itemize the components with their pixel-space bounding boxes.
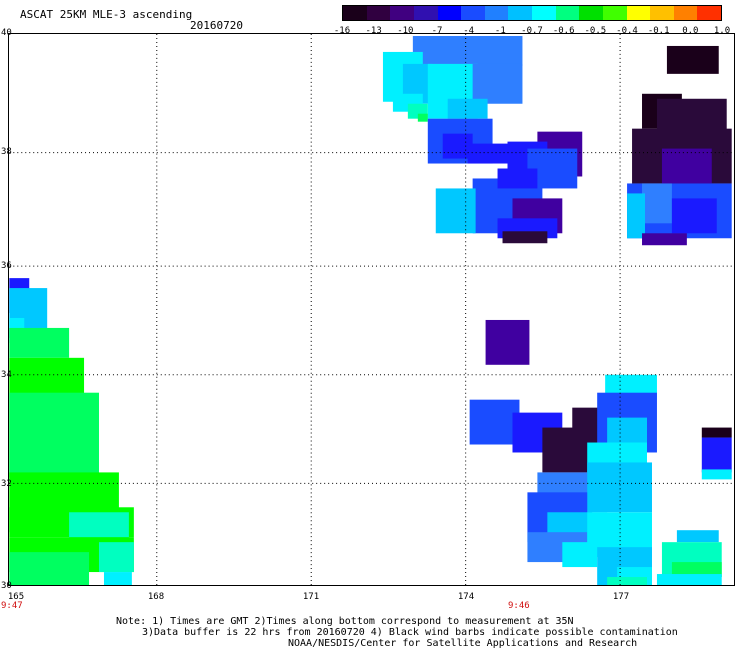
longitude-label: 171 (302, 592, 320, 602)
wind-cell (9, 327, 70, 358)
color-scale-label: -1 (494, 26, 506, 36)
longitude-label: 168 (147, 592, 165, 602)
color-scale-swatch (555, 6, 580, 20)
wind-cell (103, 572, 132, 585)
wind-cell (497, 168, 538, 189)
time-label-center: 9:46 (508, 601, 530, 611)
color-scale-label: -0.7 (521, 26, 543, 36)
wind-cell (627, 193, 646, 239)
color-scale-label: -0.4 (616, 26, 638, 36)
graticule-lines (9, 34, 734, 585)
wind-cell (671, 198, 717, 234)
color-scale-swatch (532, 6, 556, 20)
color-scale-swatch (697, 6, 721, 20)
color-scale-label: -0.6 (552, 26, 575, 36)
latitude-label: 32 (1, 479, 12, 489)
color-scale-label: -7 (431, 26, 443, 36)
product-date: 20160720 (190, 19, 243, 32)
color-scale-bar (342, 5, 722, 21)
wind-cell (676, 530, 719, 543)
wind-cell (587, 462, 652, 513)
wind-cell (701, 469, 732, 480)
credit-line: NOAA/NESDIS/Center for Satellite Applica… (288, 638, 638, 649)
color-scale-swatch (626, 6, 651, 20)
wind-map (8, 33, 735, 586)
wind-cell (467, 143, 508, 164)
longitude-label: 165 (7, 592, 25, 602)
wind-cell (435, 188, 476, 234)
latitude-label: 34 (1, 370, 12, 380)
color-scale-label: -16 (333, 26, 351, 36)
note-line-2: 3)Data buffer is 22 hrs from 20160720 4)… (142, 627, 678, 638)
wind-cell (671, 562, 722, 578)
wind-cell (666, 45, 719, 74)
wind-cell (642, 183, 672, 224)
latitude-label: 30 (1, 581, 12, 591)
color-scale-swatch (673, 6, 698, 20)
product-title: ASCAT 25KM MLE-3 ascending (20, 8, 193, 21)
color-scale-swatch (508, 6, 532, 20)
wind-cell (98, 542, 134, 573)
wind-cell (701, 427, 732, 438)
wind-cell (642, 233, 687, 246)
color-scale-swatch (484, 6, 509, 20)
color-scale-swatch (413, 6, 438, 20)
wind-cell (412, 35, 523, 66)
color-scale-swatch (602, 6, 627, 20)
wind-cell (607, 577, 647, 585)
color-scale-label: 0.0 (682, 26, 699, 36)
latitude-label: 36 (1, 261, 12, 271)
wind-cell (417, 113, 428, 122)
wind-cell (469, 399, 520, 445)
latitude-label: 38 (1, 147, 12, 157)
wind-cell (502, 231, 548, 244)
wind-cell (9, 552, 90, 585)
wind-cell (485, 319, 530, 365)
wind-cell (472, 63, 523, 104)
color-scale-label: 1.0 (713, 26, 731, 36)
color-scale-swatch (343, 6, 367, 20)
color-scale-swatch (579, 6, 603, 20)
wind-cell (447, 98, 488, 119)
longitude-label: 174 (457, 592, 475, 602)
wind-cell (9, 392, 99, 483)
wind-cell (656, 98, 727, 134)
color-scale-swatch (461, 6, 485, 20)
time-label-left: 9:47 (1, 601, 23, 611)
color-scale-label: -0.5 (584, 26, 607, 36)
wind-cell (661, 148, 712, 184)
color-scale-swatch (437, 6, 462, 20)
color-scale-label: -13 (365, 26, 382, 36)
color-scale-label: -0.1 (647, 26, 670, 36)
note-line-1: Note: 1) Times are GMT 2)Times along bot… (116, 616, 574, 627)
wind-cell (701, 437, 732, 473)
wind-cell (656, 574, 722, 585)
wind-data-cells (9, 35, 732, 585)
color-scale-swatch (366, 6, 391, 20)
color-scale-label: -10 (397, 26, 414, 36)
longitude-label: 177 (612, 592, 630, 602)
color-scale-swatch (390, 6, 414, 20)
color-scale-swatch (650, 6, 674, 20)
color-scale-label: -4 (463, 26, 475, 36)
latitude-label: 40 (1, 28, 12, 38)
